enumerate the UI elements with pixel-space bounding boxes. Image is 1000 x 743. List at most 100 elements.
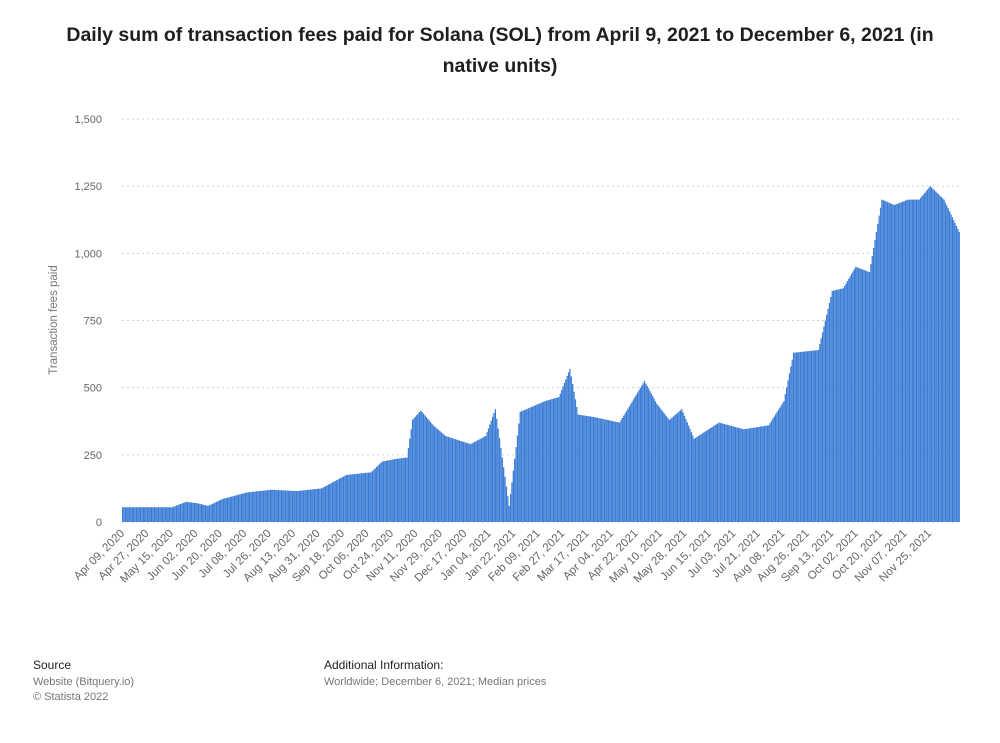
bar bbox=[338, 478, 341, 522]
bar bbox=[195, 503, 197, 522]
bar bbox=[174, 506, 176, 522]
bar bbox=[503, 467, 505, 522]
bar bbox=[897, 203, 900, 523]
bar bbox=[577, 414, 579, 522]
bar bbox=[529, 407, 531, 522]
bar bbox=[405, 457, 407, 522]
source-line[interactable]: Website (Bitquery.io) bbox=[33, 676, 135, 688]
bar bbox=[654, 401, 657, 522]
bar bbox=[555, 397, 557, 522]
bar bbox=[131, 507, 133, 522]
bar bbox=[642, 383, 644, 522]
bar bbox=[295, 491, 298, 522]
bar bbox=[215, 501, 218, 522]
bar bbox=[168, 507, 171, 522]
bar bbox=[199, 503, 201, 522]
bar bbox=[392, 459, 394, 522]
bar bbox=[225, 498, 227, 522]
bar bbox=[445, 436, 447, 522]
bar bbox=[612, 421, 614, 522]
bar bbox=[779, 407, 781, 522]
bar bbox=[861, 269, 864, 522]
bar bbox=[381, 461, 383, 522]
bar bbox=[558, 397, 560, 522]
bar bbox=[239, 494, 241, 522]
bar bbox=[911, 199, 913, 522]
bar bbox=[797, 352, 799, 522]
bar bbox=[545, 400, 548, 522]
bar bbox=[494, 409, 497, 522]
bar bbox=[784, 394, 786, 522]
bar bbox=[561, 390, 563, 522]
copyright-line: © Statista 2022 bbox=[33, 691, 109, 703]
bar bbox=[668, 419, 670, 522]
bar bbox=[138, 507, 140, 522]
bar bbox=[171, 507, 173, 522]
bar bbox=[422, 413, 425, 522]
bar bbox=[181, 503, 183, 522]
bar bbox=[879, 207, 882, 522]
bar bbox=[170, 507, 172, 522]
bar bbox=[665, 416, 668, 522]
bar bbox=[804, 351, 806, 522]
bar bbox=[360, 473, 363, 522]
bar bbox=[461, 441, 463, 522]
bar bbox=[790, 366, 792, 522]
bar bbox=[156, 507, 158, 522]
bar bbox=[627, 408, 629, 522]
bar bbox=[910, 199, 912, 522]
bar bbox=[284, 490, 287, 522]
bar bbox=[398, 458, 400, 522]
source-heading: Source bbox=[33, 658, 72, 672]
bar bbox=[289, 490, 291, 522]
bar bbox=[217, 501, 219, 522]
bar bbox=[439, 431, 441, 522]
bar bbox=[874, 239, 876, 522]
bar bbox=[565, 379, 567, 522]
bar bbox=[273, 489, 276, 522]
bar bbox=[656, 403, 658, 522]
bar bbox=[664, 414, 666, 522]
bar bbox=[679, 410, 682, 522]
bar bbox=[373, 469, 375, 522]
bar bbox=[675, 413, 677, 522]
bar bbox=[525, 409, 527, 522]
bar bbox=[842, 288, 844, 522]
bar bbox=[130, 507, 132, 522]
bar bbox=[436, 428, 439, 522]
bar bbox=[457, 440, 459, 522]
bar bbox=[572, 384, 574, 522]
bar bbox=[613, 421, 615, 522]
bar bbox=[349, 474, 352, 522]
bar bbox=[556, 397, 559, 522]
bar bbox=[271, 489, 273, 522]
bar bbox=[133, 507, 135, 522]
bar bbox=[429, 422, 432, 522]
bar bbox=[483, 436, 485, 522]
bar bbox=[703, 432, 705, 522]
bar bbox=[265, 490, 267, 522]
bar bbox=[364, 472, 367, 522]
bar bbox=[827, 308, 829, 522]
bar bbox=[304, 490, 306, 522]
bar bbox=[832, 290, 835, 522]
bar bbox=[243, 493, 245, 522]
y-axis-label: Transaction fees paid bbox=[48, 265, 60, 375]
bar bbox=[331, 482, 334, 522]
bar bbox=[781, 403, 784, 522]
bar bbox=[487, 428, 490, 522]
bar bbox=[750, 428, 752, 522]
bar bbox=[268, 490, 270, 522]
bar bbox=[694, 437, 697, 522]
bar bbox=[287, 490, 289, 522]
bar bbox=[293, 490, 295, 522]
bar bbox=[763, 425, 766, 522]
bar bbox=[944, 202, 947, 522]
bar bbox=[335, 480, 338, 522]
bar bbox=[374, 468, 376, 522]
bar bbox=[316, 488, 318, 522]
bar bbox=[569, 368, 571, 522]
bar bbox=[787, 380, 789, 522]
bar bbox=[236, 495, 238, 522]
